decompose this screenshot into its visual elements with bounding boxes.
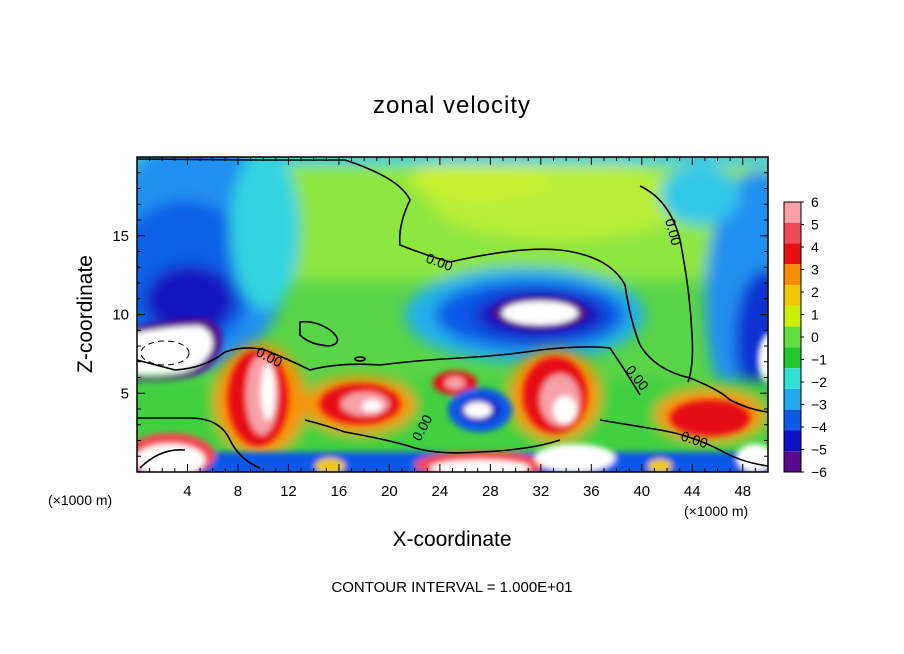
colorbar-swatch (784, 388, 801, 410)
y-tick-labels: 5 10 15 (112, 228, 129, 403)
x-tick-label: 36 (583, 483, 600, 500)
colorbar-swatch (784, 409, 801, 431)
colorbar-tick-label: 6 (811, 194, 819, 210)
y-tick-label: 15 (112, 228, 129, 245)
x-unit-right: (×1000 m) (684, 503, 748, 519)
y-tick-label: 10 (112, 307, 129, 324)
colorbar-swatch (784, 222, 801, 244)
x-tick-label: 48 (734, 483, 751, 500)
contour-interval-note: CONTOUR INTERVAL = 1.000E+01 (331, 579, 572, 596)
colorbar-swatch (784, 305, 801, 327)
colorbar-tick-label: 3 (811, 262, 819, 278)
x-tick-label: 44 (684, 483, 701, 500)
colorbar-tick-label: −5 (811, 442, 827, 458)
x-tick-label: 24 (432, 483, 449, 500)
colorbar-swatch (784, 347, 801, 369)
x-tick-label: 28 (482, 483, 499, 500)
colorbar-tick-label: −2 (811, 374, 827, 390)
colorbar-tick-label: −1 (811, 352, 827, 368)
axis-ticks (137, 157, 768, 472)
x-tick-label: 16 (331, 483, 348, 500)
x-axis-label: X-coordinate (392, 528, 511, 551)
colorbar-swatch (784, 326, 801, 348)
colorbar-swatch (784, 430, 801, 452)
x-tick-label: 32 (532, 483, 549, 500)
colorbar-tick-label: 1 (811, 307, 819, 323)
colorbar-tick-label: 2 (811, 284, 819, 300)
contour-label: 0.00 (662, 217, 685, 248)
x-tick-labels: 4 8 12 16 20 24 28 32 36 40 44 48 (183, 483, 751, 500)
colorbar-swatch (784, 285, 801, 306)
colorbar-tick-label: −3 (811, 397, 827, 413)
y-axis-label: Z-coordinate (74, 255, 97, 373)
colorbar-tick-label: −4 (811, 419, 827, 435)
y-tick-label: 5 (121, 385, 129, 402)
x-unit-left: (×1000 m) (48, 492, 112, 508)
colorbar-swatch (784, 243, 801, 265)
colorbar-swatch (784, 202, 801, 223)
colorbar-tick-label: 5 (811, 217, 819, 233)
colorbar-swatch (784, 368, 801, 389)
x-tick-label: 20 (381, 483, 398, 500)
contour-lines (137, 158, 768, 469)
x-tick-label: 12 (280, 483, 297, 500)
x-tick-label: 8 (234, 483, 242, 500)
heatmap-field (137, 157, 768, 472)
chart-title: zonal velocity (373, 92, 531, 119)
negative-contours (140, 340, 190, 366)
x-tick-label: 40 (633, 483, 650, 500)
colorbar: 6 5 4 3 2 1 0 −1 −2 −3 −4 −5 −6 (783, 194, 827, 480)
colorbar-tick-label: 4 (811, 239, 819, 255)
colorbar-tick-label: −6 (811, 464, 827, 480)
x-tick-label: 4 (183, 483, 191, 500)
colorbar-tick-label: 0 (811, 329, 819, 345)
colorbar-swatch (784, 264, 801, 286)
colorbar-swatch (784, 451, 801, 472)
